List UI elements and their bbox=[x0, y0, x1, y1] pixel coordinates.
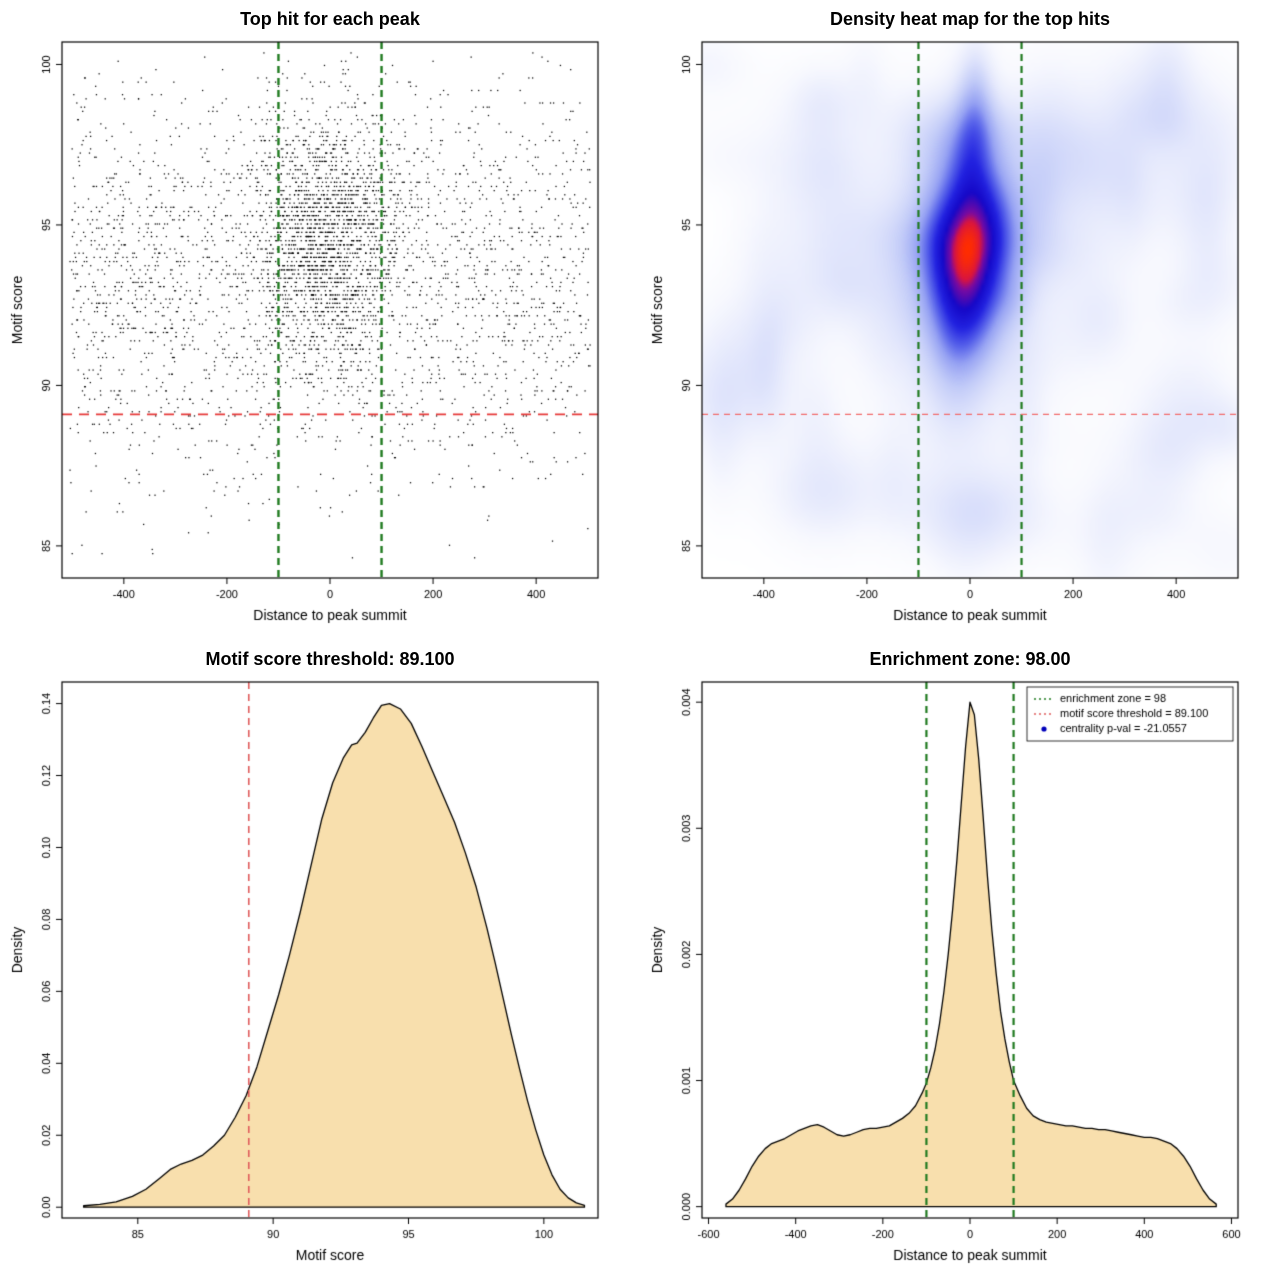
panel-heatmap: Density heat map for the top hits bbox=[640, 0, 1280, 640]
panel-distance-density: Enrichment zone: 98.00 bbox=[640, 640, 1280, 1280]
heatmap-title: Density heat map for the top hits bbox=[829, 9, 1111, 29]
score-density-canvas bbox=[0, 640, 640, 1280]
panel-score-density: Motif score threshold: 89.100 bbox=[0, 640, 640, 1280]
scatter-title: Top hit for each peak bbox=[240, 9, 420, 29]
score-density-title: Motif score threshold: 89.100 bbox=[205, 649, 455, 669]
distance-density-canvas bbox=[640, 640, 1280, 1280]
scatter-canvas bbox=[0, 0, 640, 640]
distance-density-title: Enrichment zone: 98.00 bbox=[869, 649, 1071, 669]
panel-scatter: Top hit for each peak bbox=[0, 0, 640, 640]
heatmap-canvas bbox=[640, 0, 1280, 640]
